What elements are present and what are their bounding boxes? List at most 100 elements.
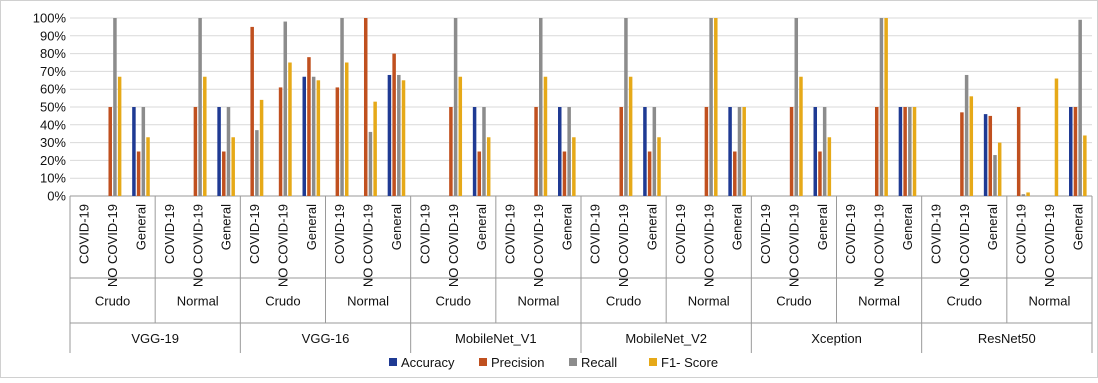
x-tick-label-class: General bbox=[730, 204, 745, 250]
x-group-label-preprocessing: Crudo bbox=[95, 294, 130, 309]
bar-precision bbox=[307, 57, 311, 196]
bar-recall bbox=[226, 107, 231, 196]
bar-precision bbox=[704, 107, 709, 196]
x-tick-label-class: General bbox=[559, 204, 574, 250]
x-tick-label-class: COVID-19 bbox=[247, 204, 262, 264]
bar-accuracy bbox=[387, 74, 392, 196]
legend-swatch bbox=[479, 358, 487, 366]
x-group-label-model: ResNet50 bbox=[978, 331, 1036, 346]
bar-f1-score bbox=[657, 137, 661, 196]
bar-recall bbox=[993, 155, 997, 196]
bar-precision bbox=[562, 151, 567, 196]
x-tick-label-class: General bbox=[389, 204, 404, 250]
bar-f1-score bbox=[827, 137, 832, 196]
bar-precision bbox=[619, 107, 623, 196]
bar-precision bbox=[1073, 107, 1078, 196]
x-tick-label-class: COVID-19 bbox=[417, 204, 432, 264]
legend-label: F1- Score bbox=[661, 355, 718, 370]
bar-f1-score bbox=[714, 18, 718, 196]
bar-f1-score bbox=[997, 142, 1002, 196]
x-group-label-model: MobileNet_V1 bbox=[455, 331, 537, 346]
y-tick-label: 70% bbox=[40, 64, 66, 79]
bar-precision bbox=[363, 18, 368, 196]
x-tick-label-class: General bbox=[304, 204, 319, 250]
bar-recall bbox=[397, 74, 401, 196]
bar-f1-score bbox=[401, 80, 406, 196]
x-group-label-model: Xception bbox=[811, 331, 862, 346]
legend-swatch bbox=[649, 358, 657, 366]
bar-f1-score bbox=[486, 137, 491, 196]
bar-precision bbox=[108, 107, 112, 196]
bar-recall bbox=[368, 131, 373, 196]
bar-f1-score bbox=[117, 76, 122, 196]
bar-f1-score bbox=[543, 76, 548, 196]
bar-accuracy bbox=[813, 107, 818, 196]
legend-label: Recall bbox=[581, 355, 617, 370]
y-tick-label: 20% bbox=[40, 153, 66, 168]
bar-f1-score bbox=[572, 137, 576, 196]
x-group-label-preprocessing: Normal bbox=[517, 294, 559, 309]
x-group-label-preprocessing: Normal bbox=[858, 294, 900, 309]
bar-recall bbox=[283, 21, 288, 197]
x-group-label-preprocessing: Normal bbox=[177, 294, 219, 309]
x-tick-label-class: COVID-19 bbox=[928, 204, 943, 264]
bar-accuracy bbox=[132, 107, 136, 196]
bar-recall bbox=[198, 18, 202, 196]
x-tick-label-class: NO COVID-19 bbox=[872, 204, 887, 287]
x-group-label-preprocessing: Crudo bbox=[606, 294, 641, 309]
y-tick-label: 100% bbox=[33, 11, 67, 26]
bar-precision bbox=[789, 107, 794, 196]
bar-precision bbox=[449, 107, 453, 196]
x-tick-label-class: General bbox=[219, 204, 234, 250]
x-tick-label-class: COVID-19 bbox=[503, 204, 518, 264]
x-group-label-preprocessing: Normal bbox=[688, 294, 730, 309]
bar-accuracy bbox=[1069, 107, 1073, 196]
bar-precision bbox=[250, 26, 254, 197]
x-tick-label-class: NO COVID-19 bbox=[190, 204, 205, 287]
x-tick-label-class: General bbox=[474, 204, 489, 250]
bar-f1-score bbox=[146, 137, 150, 196]
bar-accuracy bbox=[898, 107, 903, 196]
bar-recall bbox=[822, 107, 827, 196]
x-tick-label-class: NO COVID-19 bbox=[361, 204, 376, 287]
y-tick-label: 10% bbox=[40, 171, 66, 186]
bar-recall bbox=[879, 18, 884, 196]
x-tick-label-class: NO COVID-19 bbox=[531, 204, 546, 287]
bar-accuracy bbox=[217, 107, 221, 196]
y-tick-label: 30% bbox=[40, 135, 66, 150]
x-tick-label-class: General bbox=[1070, 204, 1085, 250]
bar-precision bbox=[278, 87, 283, 196]
y-tick-label: 40% bbox=[40, 117, 66, 132]
x-tick-label-class: NO COVID-19 bbox=[957, 204, 972, 287]
bar-recall bbox=[141, 107, 146, 196]
bar-precision bbox=[136, 151, 141, 196]
bar-f1-score bbox=[373, 101, 377, 196]
x-tick-label-class: COVID-19 bbox=[332, 204, 347, 264]
bar-precision bbox=[193, 107, 198, 196]
y-tick-label: 50% bbox=[40, 100, 66, 115]
bar-f1-score bbox=[912, 107, 917, 196]
y-tick-label: 0% bbox=[47, 189, 66, 204]
x-group-label-preprocessing: Normal bbox=[347, 294, 389, 309]
bar-precision bbox=[335, 87, 340, 196]
bar-recall bbox=[908, 107, 912, 196]
bar-f1-score bbox=[344, 62, 349, 196]
legend-swatch bbox=[389, 358, 397, 366]
bar-f1-score bbox=[884, 18, 888, 196]
x-tick-label-class: COVID-19 bbox=[588, 204, 603, 264]
x-tick-label-class: General bbox=[644, 204, 659, 250]
bar-recall bbox=[311, 76, 316, 196]
bar-recall bbox=[113, 18, 117, 196]
x-group-label-preprocessing: Crudo bbox=[947, 294, 982, 309]
x-tick-label-class: NO COVID-19 bbox=[1042, 204, 1057, 287]
bar-f1-score bbox=[259, 99, 264, 196]
x-tick-label-class: COVID-19 bbox=[843, 204, 858, 264]
legend-label: Accuracy bbox=[401, 355, 455, 370]
bar-f1-score bbox=[316, 80, 321, 196]
x-tick-label-class: NO COVID-19 bbox=[616, 204, 631, 287]
y-tick-label: 60% bbox=[40, 82, 66, 97]
bar-precision bbox=[960, 112, 964, 196]
bar-accuracy bbox=[643, 107, 647, 196]
bar-f1-score bbox=[1026, 192, 1030, 196]
